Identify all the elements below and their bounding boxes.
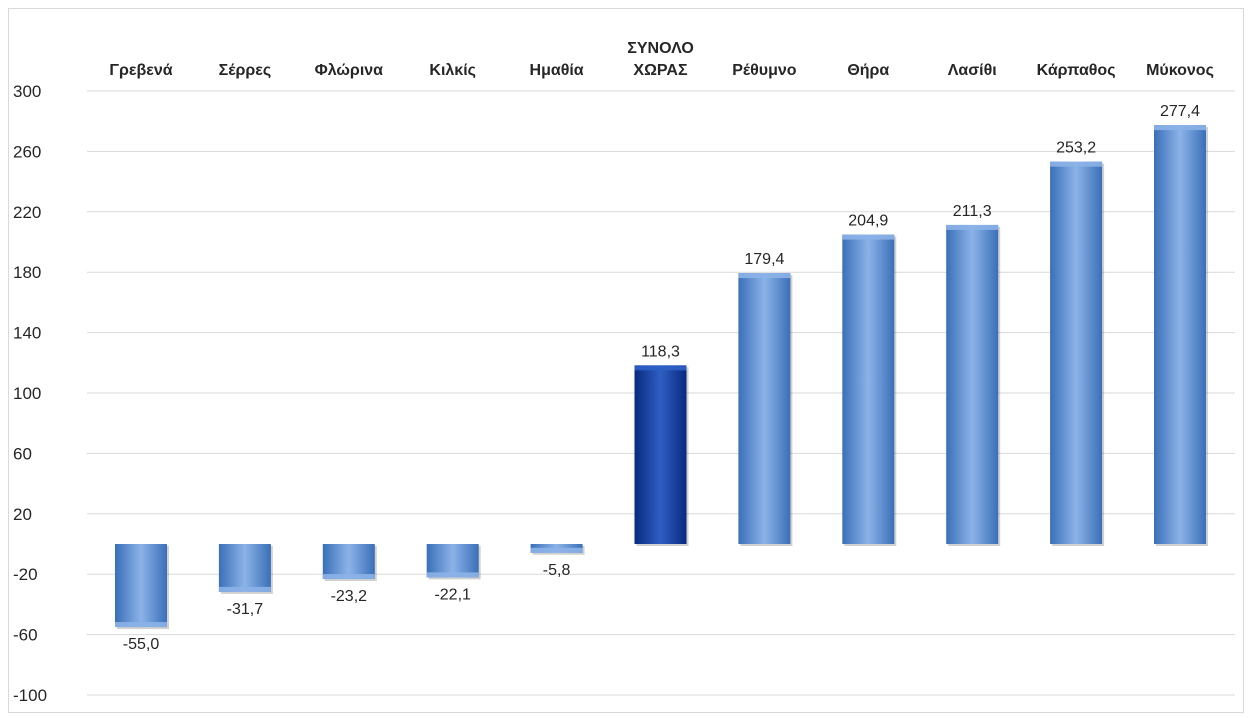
bar-cap: [634, 365, 687, 371]
category-label: Μύκονος: [1146, 62, 1214, 79]
category-label: Θήρα: [847, 62, 889, 79]
y-tick-label: -100: [13, 686, 47, 705]
category-label: Ημαθία: [530, 62, 584, 79]
category-label: ΣΥΝΟΛΟ: [627, 40, 694, 57]
category-label: Φλώρινα: [315, 62, 384, 79]
bar-cap: [1154, 125, 1206, 131]
category-label: Σέρρες: [219, 62, 272, 79]
category-label: Γρεβενά: [109, 62, 172, 79]
bars: [115, 125, 1208, 630]
bar-cap: [1050, 161, 1103, 167]
chart-frame: 300 260 220 180 140 100 60 20 -20 -60 -100 Γρεβενά…: [8, 8, 1244, 713]
bar-cap: [115, 622, 167, 628]
y-tick-label: 260: [13, 142, 41, 161]
data-label: 204,9: [848, 213, 888, 230]
bar-cap: [218, 586, 271, 592]
category-label: Κιλκίς: [429, 62, 476, 79]
data-label: -55,0: [123, 636, 160, 653]
y-tick-label: 20: [13, 505, 32, 524]
bar-cap: [946, 224, 999, 230]
data-label: 253,2: [1056, 140, 1096, 157]
data-label: 211,3: [953, 203, 992, 220]
bar: [738, 273, 791, 544]
data-label: 118,3: [641, 343, 680, 360]
bar-cap: [530, 547, 583, 553]
bar: [115, 544, 167, 628]
bar: [218, 544, 271, 592]
bar-cap: [426, 572, 479, 578]
bar: [426, 544, 479, 578]
category-labels: Γρεβενά Σέρρες Φλώρινα Κιλκίς Ημαθία ΣΥΝΟΛΟ ΧΩ…: [109, 40, 1214, 79]
bar-cap: [322, 574, 375, 580]
data-labels: -55,0 -31,7 -23,2 -22,1 -5,8 118,3 179,4 204,9 2…: [123, 103, 1200, 653]
bar: [842, 234, 895, 544]
data-label: 179,4: [744, 251, 784, 268]
data-label: -31,7: [227, 601, 264, 618]
bar: [1050, 161, 1103, 544]
bar: [322, 544, 375, 580]
y-axis-ticks: 300 260 220 180 140 100 60 20 -20 -60 -100: [13, 82, 47, 705]
y-tick-label: 140: [13, 324, 41, 343]
bar: [1154, 125, 1206, 544]
bar-cap: [738, 273, 791, 279]
category-label: Κάρπαθος: [1037, 62, 1116, 79]
bar-highlight: [634, 365, 687, 544]
y-tick-label: 100: [13, 384, 41, 403]
y-tick-label: 60: [13, 444, 32, 463]
category-label: ΧΩΡΑΣ: [633, 62, 688, 79]
data-label: -5,8: [543, 562, 571, 579]
category-label: Ρέθυμνο: [732, 62, 797, 79]
y-tick-label: 180: [13, 263, 41, 282]
data-label: 277,4: [1160, 103, 1200, 120]
bar-cap: [842, 234, 895, 240]
y-tick-label: 300: [13, 82, 41, 101]
y-tick-label: -60: [13, 626, 38, 645]
y-tick-label: -20: [13, 565, 38, 584]
category-label: Λασίθι: [948, 62, 997, 79]
data-label: -22,1: [434, 586, 471, 603]
bar: [946, 224, 999, 544]
bar-chart: 300 260 220 180 140 100 60 20 -20 -60 -100 Γρεβενά…: [13, 40, 1235, 705]
data-label: -23,2: [331, 588, 368, 605]
y-tick-label: 220: [13, 203, 41, 222]
